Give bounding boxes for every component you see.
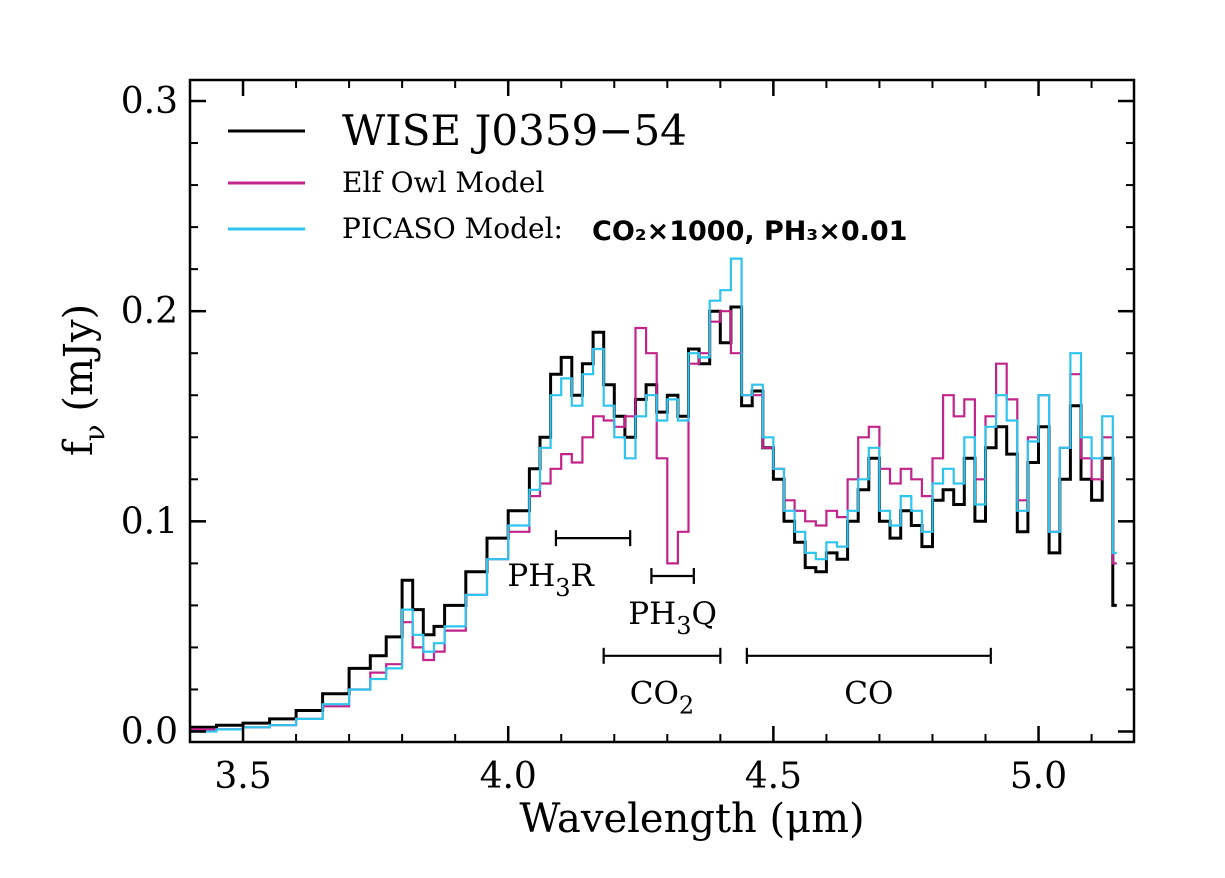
- series-line-2: [190, 257, 1117, 733]
- legend: WISE J0359−54 Elf Owl Model PICASO Model…: [228, 106, 907, 247]
- band-label: PH3R: [507, 558, 595, 602]
- plot-frame: [188, 78, 1136, 744]
- band-label: CO: [844, 676, 893, 712]
- tick-layer: 3.5 4.0 4.5 5.0 0.0 0.1 0.2 0.3: [121, 80, 1134, 797]
- series-line-0: [190, 305, 1117, 729]
- y-tick-label: 0.0: [121, 711, 178, 752]
- annotation-layer: PH3R PH3Q CO2 CO: [507, 530, 992, 720]
- band-annotation: CO: [745, 647, 992, 712]
- x-tick-label: 4.0: [480, 756, 537, 797]
- band-annotation: PH3R: [507, 530, 632, 602]
- legend-label-picaso: PICASO Model:: [342, 212, 563, 245]
- band-annotation: CO2: [602, 647, 722, 720]
- legend-label-elf-owl: Elf Owl Model: [342, 166, 544, 199]
- x-tick-label: 3.5: [214, 756, 271, 797]
- y-axis-title: fν (mJy): [56, 304, 111, 456]
- y-tick-label: 0.2: [121, 291, 178, 332]
- legend-label-observed: WISE J0359−54: [342, 106, 687, 155]
- legend-label-picaso-suffix: CO₂×1000, PH₃×0.01: [592, 216, 907, 247]
- band-label: PH3Q: [628, 596, 717, 640]
- series-layer: [190, 257, 1117, 733]
- x-tick-label: 4.5: [745, 756, 802, 797]
- x-axis-title: Wavelength (μm): [519, 796, 864, 842]
- y-tick-label: 0.3: [121, 81, 178, 122]
- x-tick-label: 5.0: [1010, 756, 1067, 797]
- band-label: CO2: [630, 676, 694, 720]
- band-annotation: PH3Q: [628, 567, 717, 640]
- y-tick-label: 0.1: [121, 501, 178, 542]
